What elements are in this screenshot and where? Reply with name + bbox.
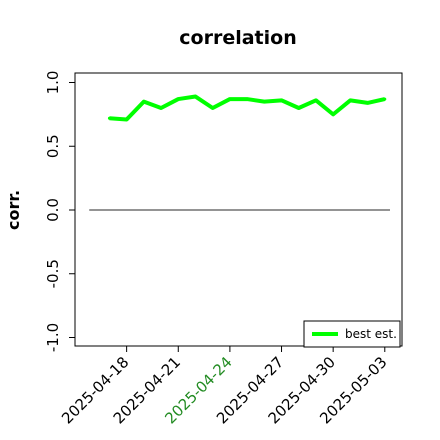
legend-label-best-est: best est. xyxy=(345,327,397,341)
data-point xyxy=(383,97,387,101)
y-tick-label: 0.5 xyxy=(44,134,62,158)
data-point xyxy=(331,112,335,116)
data-point xyxy=(107,116,111,120)
data-point xyxy=(159,106,163,110)
series-group xyxy=(107,94,387,122)
data-point xyxy=(314,98,318,102)
y-tick-label: 1.0 xyxy=(44,71,62,95)
plot-frame xyxy=(74,72,403,347)
y-axis-label: corr. xyxy=(4,190,23,230)
y-tick-label: -0.5 xyxy=(44,259,62,288)
y-axis: -1.0 -0.5 0.0 0.5 1.0 xyxy=(44,71,75,352)
data-point xyxy=(262,100,266,104)
data-point xyxy=(193,95,197,99)
data-point xyxy=(366,101,370,105)
y-tick-label: 0.0 xyxy=(44,198,62,222)
data-point xyxy=(348,98,352,102)
legend: best est. xyxy=(303,320,401,348)
data-point xyxy=(228,97,232,101)
data-point xyxy=(176,97,180,101)
chart-title: correlation xyxy=(179,27,296,49)
data-point xyxy=(245,97,249,101)
data-point xyxy=(297,106,301,110)
data-point xyxy=(125,117,129,121)
y-tick-label: -1.0 xyxy=(44,323,62,352)
x-axis: 2025-04-182025-04-212025-04-242025-04-27… xyxy=(58,346,391,427)
data-point xyxy=(142,100,146,104)
data-point xyxy=(280,98,284,102)
data-point xyxy=(211,106,215,110)
